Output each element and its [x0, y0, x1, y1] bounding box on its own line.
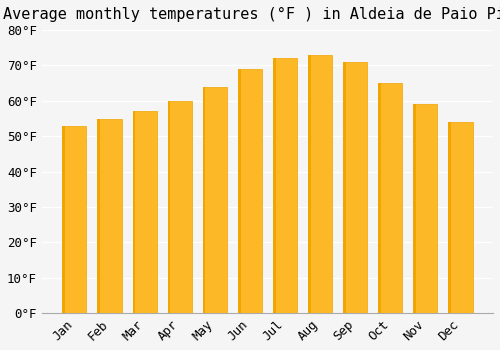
Bar — [169, 101, 192, 313]
Bar — [273, 58, 276, 313]
Bar — [62, 126, 65, 313]
Bar — [450, 122, 472, 313]
Bar — [380, 83, 402, 313]
Bar — [134, 111, 156, 313]
Bar — [99, 119, 122, 313]
Bar — [202, 87, 205, 313]
Title: Average monthly temperatures (°F ) in Aldeia de Paio Pires: Average monthly temperatures (°F ) in Al… — [3, 7, 500, 22]
Bar — [274, 58, 297, 313]
Bar — [98, 119, 100, 313]
Bar — [344, 62, 368, 313]
Bar — [204, 87, 227, 313]
Bar — [378, 83, 381, 313]
Bar — [414, 104, 416, 313]
Bar — [414, 104, 438, 313]
Bar — [343, 62, 346, 313]
Bar — [310, 55, 332, 313]
Bar — [64, 126, 86, 313]
Bar — [132, 111, 135, 313]
Bar — [238, 69, 240, 313]
Bar — [448, 122, 451, 313]
Bar — [308, 55, 310, 313]
Bar — [168, 101, 170, 313]
Bar — [239, 69, 262, 313]
